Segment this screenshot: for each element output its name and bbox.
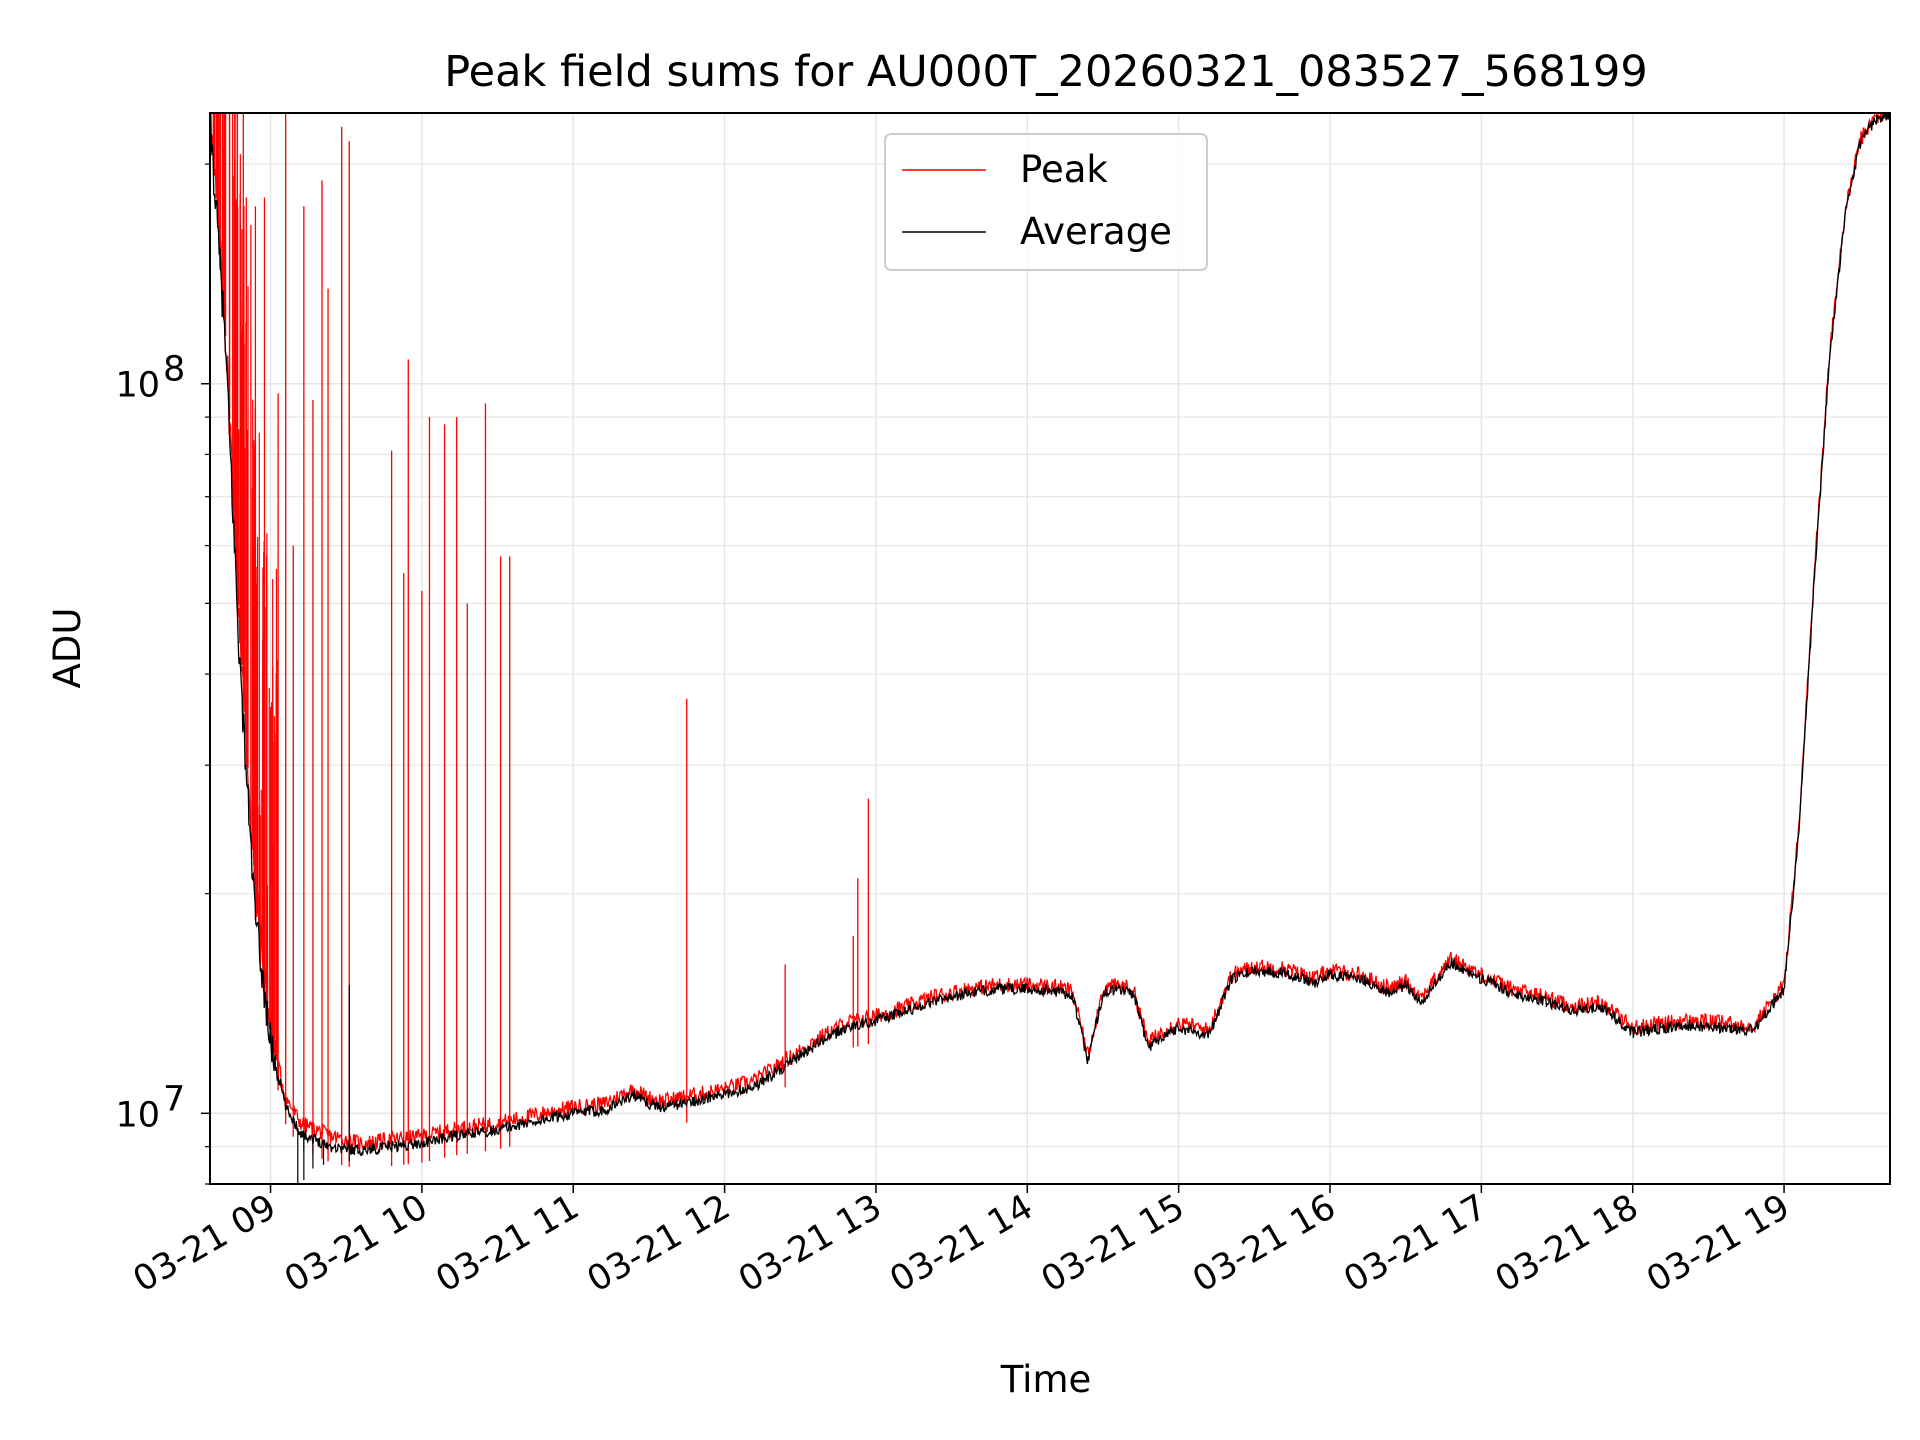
grid-lines bbox=[210, 113, 1890, 1185]
legend: Peak Average bbox=[884, 133, 1208, 271]
chart-title: Peak field sums for AU000T_20260321_0835… bbox=[444, 47, 1648, 97]
y-tick-label: 10 bbox=[115, 366, 160, 406]
series-line-average bbox=[210, 111, 1891, 1157]
y-tick-label: 10 bbox=[115, 1095, 160, 1135]
y-tick-label-exponent: 7 bbox=[163, 1079, 185, 1119]
legend-label-peak: Peak bbox=[1020, 148, 1108, 191]
plot-frame bbox=[209, 112, 1891, 1185]
legend-box bbox=[884, 133, 1208, 271]
plot-series bbox=[209, 111, 1891, 1184]
legend-label-average: Average bbox=[1020, 210, 1172, 253]
y-tick-label-exponent: 8 bbox=[163, 350, 185, 390]
y-axis-title: ADU bbox=[46, 608, 89, 689]
x-axis-title: Time bbox=[1000, 1358, 1092, 1401]
